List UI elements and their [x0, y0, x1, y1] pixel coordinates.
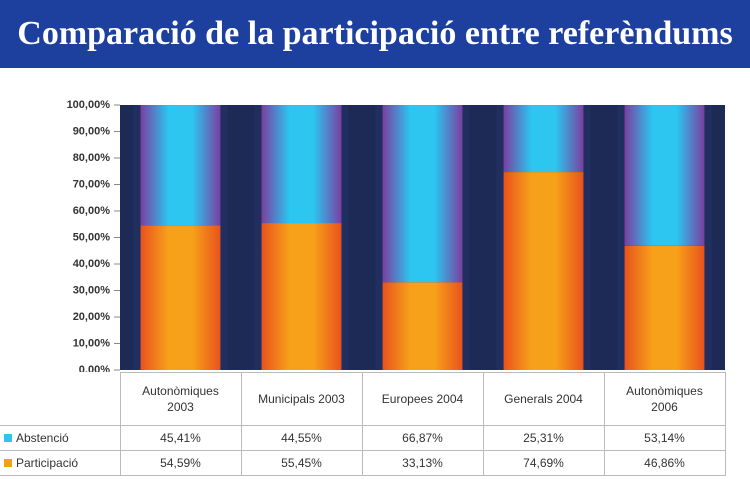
y-tick-label: 80,00%: [73, 152, 111, 164]
legend-label: Abstenció: [16, 431, 69, 445]
data-label: 55,45%: [240, 450, 363, 476]
bar-segment: [503, 172, 584, 370]
corner-cell: [0, 372, 121, 426]
series-row: Participació 54,59% 55,45% 33,13% 74,69% 46,8…: [0, 450, 726, 476]
chart: Comparació de la participació entre refe…: [0, 0, 750, 376]
y-tick-label: 10,00%: [73, 337, 111, 349]
y-tick-label: 20,00%: [73, 311, 111, 323]
data-label: 66,87%: [361, 425, 484, 451]
bar-segment: [624, 105, 705, 246]
bar-segment: [503, 105, 584, 173]
x-tick-label: Generals 2004: [482, 372, 605, 426]
bar-segment: [624, 245, 705, 370]
y-tick-label: 60,00%: [73, 205, 111, 217]
data-label: 44,55%: [240, 425, 363, 451]
y-tick-label: 90,00%: [73, 125, 111, 137]
x-tick-label: Europees 2004: [361, 372, 484, 426]
x-tick-label: Municipals 2003: [240, 372, 363, 426]
bar-segment: [140, 225, 221, 370]
y-tick-label: 70,00%: [73, 178, 111, 190]
category-row: Autonòmiques 2003 Municipals 2003 Europees…: [0, 372, 726, 426]
data-label: 46,86%: [603, 450, 726, 476]
data-label: 33,13%: [361, 450, 484, 476]
data-label: 54,59%: [119, 450, 242, 476]
legend-cell: Abstenció: [0, 425, 121, 451]
y-tick-label: 50,00%: [73, 231, 111, 243]
x-tick-label: Autonòmiques 2006: [603, 372, 726, 426]
y-tick-label: 40,00%: [73, 258, 111, 270]
title-banner: [0, 0, 750, 68]
bar-segment: [261, 105, 342, 224]
bar-segment: [382, 105, 463, 283]
y-tick-label: 30,00%: [73, 284, 111, 296]
y-tick-label: 100,00%: [67, 99, 111, 111]
legend-swatch: [4, 434, 12, 442]
bar-segment: [382, 282, 463, 370]
bar-segment: [261, 223, 342, 370]
bar-segment: [140, 105, 221, 226]
data-label: 25,31%: [482, 425, 605, 451]
legend-cell: Participació: [0, 450, 121, 476]
data-table: Autonòmiques 2003 Municipals 2003 Europees…: [0, 372, 726, 476]
chart-title: Comparació de la participació entre refe…: [17, 15, 732, 52]
series-row: Abstenció 45,41% 44,55% 66,87% 25,31% 53,14%: [0, 425, 726, 451]
legend-label: Participació: [16, 456, 79, 470]
y-tick-label: 0,00%: [79, 364, 110, 372]
data-label: 53,14%: [603, 425, 726, 451]
data-label: 45,41%: [119, 425, 242, 451]
x-tick-label: Autonòmiques 2003: [119, 372, 242, 426]
legend-swatch: [4, 459, 12, 467]
data-label: 74,69%: [482, 450, 605, 476]
